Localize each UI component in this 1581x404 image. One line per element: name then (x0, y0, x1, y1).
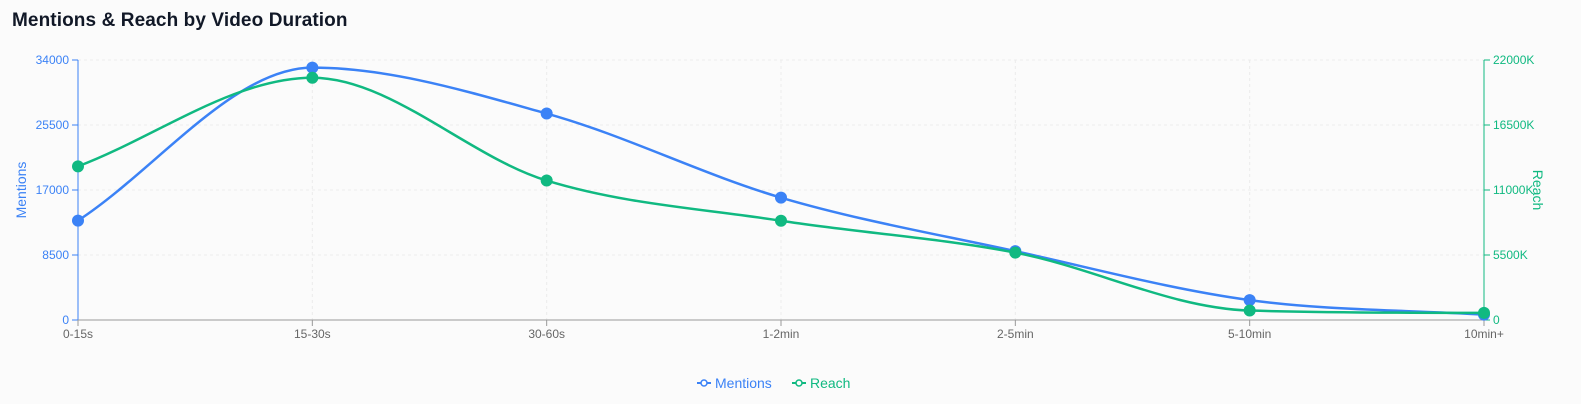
mentions-legend-marker (700, 379, 708, 387)
reach-data-point (775, 214, 787, 227)
mentions-data-point (775, 191, 787, 204)
reach-legend-label: Reach (810, 375, 850, 391)
right-axis-tick-label: 0 (1493, 313, 1500, 327)
right-axis-tick-label: 22000K (1493, 53, 1534, 67)
x-axis-tick-label: 15-30s (294, 327, 331, 341)
left-axis-title: Mentions (13, 162, 29, 219)
right-axis-tick-label: 16500K (1493, 118, 1534, 132)
left-axis-tick-label: 34000 (36, 53, 70, 67)
mentions-data-point (306, 61, 319, 74)
reach-data-point (306, 71, 319, 84)
x-axis-tick-label: 10min+ (1464, 327, 1504, 341)
x-axis-tick-label: 2-5min (997, 327, 1034, 341)
x-axis-tick-label: 5-10min (1228, 327, 1271, 341)
mentions-data-point (72, 214, 84, 227)
right-axis-tick-label: 11000K (1493, 183, 1533, 197)
reach-data-point (1009, 246, 1022, 259)
mentions-data-point (1243, 294, 1256, 307)
chart-title: Mentions & Reach by Video Duration (12, 10, 348, 31)
reach-data-point (1243, 304, 1256, 317)
left-axis-tick-label: 25500 (36, 118, 70, 132)
reach-legend-marker (795, 379, 803, 387)
left-axis-tick-label: 8500 (42, 248, 69, 262)
x-axis-tick-label: 1-2min (763, 327, 800, 341)
mentions-data-point (540, 107, 553, 120)
x-axis-tick-label: 0-15s (63, 327, 93, 341)
reach-data-point (1478, 306, 1490, 319)
left-axis-tick-label: 0 (62, 313, 69, 327)
right-axis-tick-label: 5500K (1493, 248, 1528, 262)
left-axis-tick-label: 17000 (36, 183, 70, 197)
reach-data-point (540, 174, 553, 187)
right-axis-title: Reach (1530, 170, 1546, 210)
mentions-legend-label: Mentions (715, 375, 772, 391)
x-axis-tick-label: 30-60s (528, 327, 565, 341)
reach-data-point (72, 160, 84, 173)
